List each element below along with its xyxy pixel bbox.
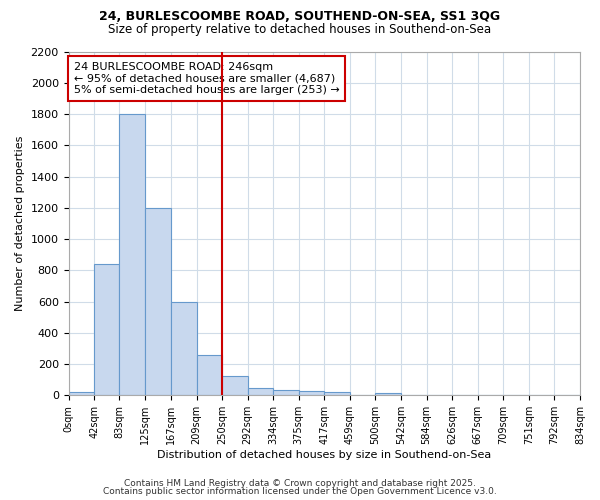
- Text: 24 BURLESCOOMBE ROAD: 246sqm
← 95% of detached houses are smaller (4,687)
5% of : 24 BURLESCOOMBE ROAD: 246sqm ← 95% of de…: [74, 62, 340, 95]
- Text: 24, BURLESCOOMBE ROAD, SOUTHEND-ON-SEA, SS1 3QG: 24, BURLESCOOMBE ROAD, SOUTHEND-ON-SEA, …: [100, 10, 500, 23]
- Bar: [94, 264, 119, 396]
- Y-axis label: Number of detached properties: Number of detached properties: [15, 136, 25, 311]
- Bar: [222, 376, 248, 396]
- Bar: [145, 208, 171, 396]
- Text: Contains HM Land Registry data © Crown copyright and database right 2025.: Contains HM Land Registry data © Crown c…: [124, 478, 476, 488]
- Bar: [324, 392, 350, 396]
- Text: Size of property relative to detached houses in Southend-on-Sea: Size of property relative to detached ho…: [109, 22, 491, 36]
- Bar: [375, 393, 401, 396]
- Bar: [299, 392, 324, 396]
- Bar: [248, 388, 274, 396]
- Bar: [68, 392, 94, 396]
- X-axis label: Distribution of detached houses by size in Southend-on-Sea: Distribution of detached houses by size …: [157, 450, 491, 460]
- Text: Contains public sector information licensed under the Open Government Licence v3: Contains public sector information licen…: [103, 487, 497, 496]
- Bar: [274, 390, 299, 396]
- Bar: [171, 302, 197, 396]
- Bar: [119, 114, 145, 396]
- Bar: [197, 356, 222, 396]
